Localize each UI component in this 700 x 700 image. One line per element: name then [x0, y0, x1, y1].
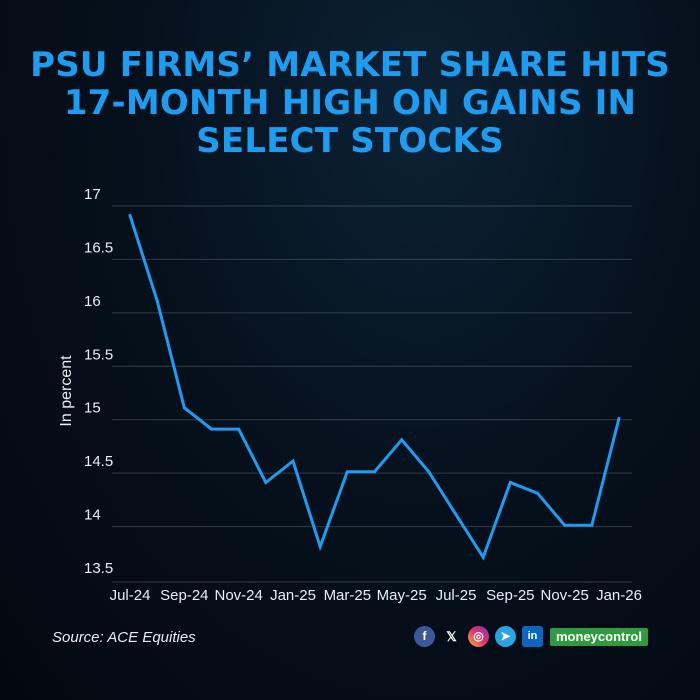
y-tick-label: 15.5 [84, 346, 113, 363]
data-point [291, 459, 295, 463]
data-point [373, 470, 376, 474]
source-note: Source: ACE Equities [52, 629, 196, 646]
x-tick-label: Nov-25 [540, 587, 588, 604]
x-tick-label: Sep-24 [160, 587, 208, 604]
data-point [617, 416, 621, 420]
linkedin-icon[interactable]: in [522, 626, 543, 647]
data-point [481, 555, 485, 559]
title-line-3: SELECT STOCKS [196, 121, 504, 161]
x-tick-label: May-25 [377, 587, 427, 604]
y-tick-label: 14.5 [84, 453, 113, 470]
x-tick-label: Mar-25 [324, 587, 372, 604]
data-point [155, 299, 159, 303]
y-tick-label: 13.5 [84, 560, 113, 577]
y-tick-label: 16 [84, 293, 101, 310]
data-point [128, 213, 132, 217]
gridlines [112, 205, 632, 583]
data-point [400, 438, 404, 442]
data-point [264, 481, 268, 485]
data-point [237, 427, 241, 431]
x-tick-label: Jul-24 [110, 587, 151, 604]
title-line-2: 17-MONTH HIGH ON GAINS IN [63, 83, 637, 123]
data-point [508, 481, 512, 485]
x-tick-label: Jul-25 [436, 587, 477, 604]
x-tick-label: Jan-25 [270, 587, 316, 604]
y-tick-label: 14 [84, 507, 101, 524]
data-point [182, 406, 186, 410]
y-tick-label: 15 [84, 400, 101, 417]
data-point [563, 523, 567, 527]
data-point [536, 491, 539, 495]
facebook-icon[interactable]: f [414, 626, 435, 647]
data-point [318, 545, 322, 549]
y-axis-ticks: 13.5 14 14.5 15 15.5 16 16.5 17 [84, 186, 113, 577]
series-line [128, 214, 621, 561]
x-tick-label: Jan-26 [596, 587, 642, 604]
x-tick-label: Nov-24 [214, 587, 262, 604]
telegram-icon[interactable]: ➤ [495, 626, 516, 647]
chart-title: PSU FIRMS’ MARKET SHARE HITS 17-MONTH HI… [0, 46, 700, 160]
title-line-1: PSU FIRMS’ MARKET SHARE HITS [30, 45, 670, 85]
data-point [427, 470, 431, 474]
data-point [210, 427, 213, 431]
data-points [128, 213, 621, 559]
data-point [590, 523, 594, 527]
moneycontrol-logo[interactable]: moneycontrol [550, 628, 648, 646]
data-point [454, 513, 458, 517]
x-tick-label: Sep-25 [486, 587, 534, 604]
y-tick-label: 16.5 [84, 239, 113, 256]
instagram-icon[interactable]: ◎ [468, 626, 489, 647]
y-tick-label: 17 [84, 186, 101, 203]
x-axis-ticks: Jul-24 Sep-24 Nov-24 Jan-25 Mar-25 May-25 Jul-… [110, 587, 642, 604]
x-icon[interactable]: 𝕏 [446, 629, 457, 644]
y-axis-label: In percent [58, 355, 75, 427]
data-point [345, 470, 349, 474]
